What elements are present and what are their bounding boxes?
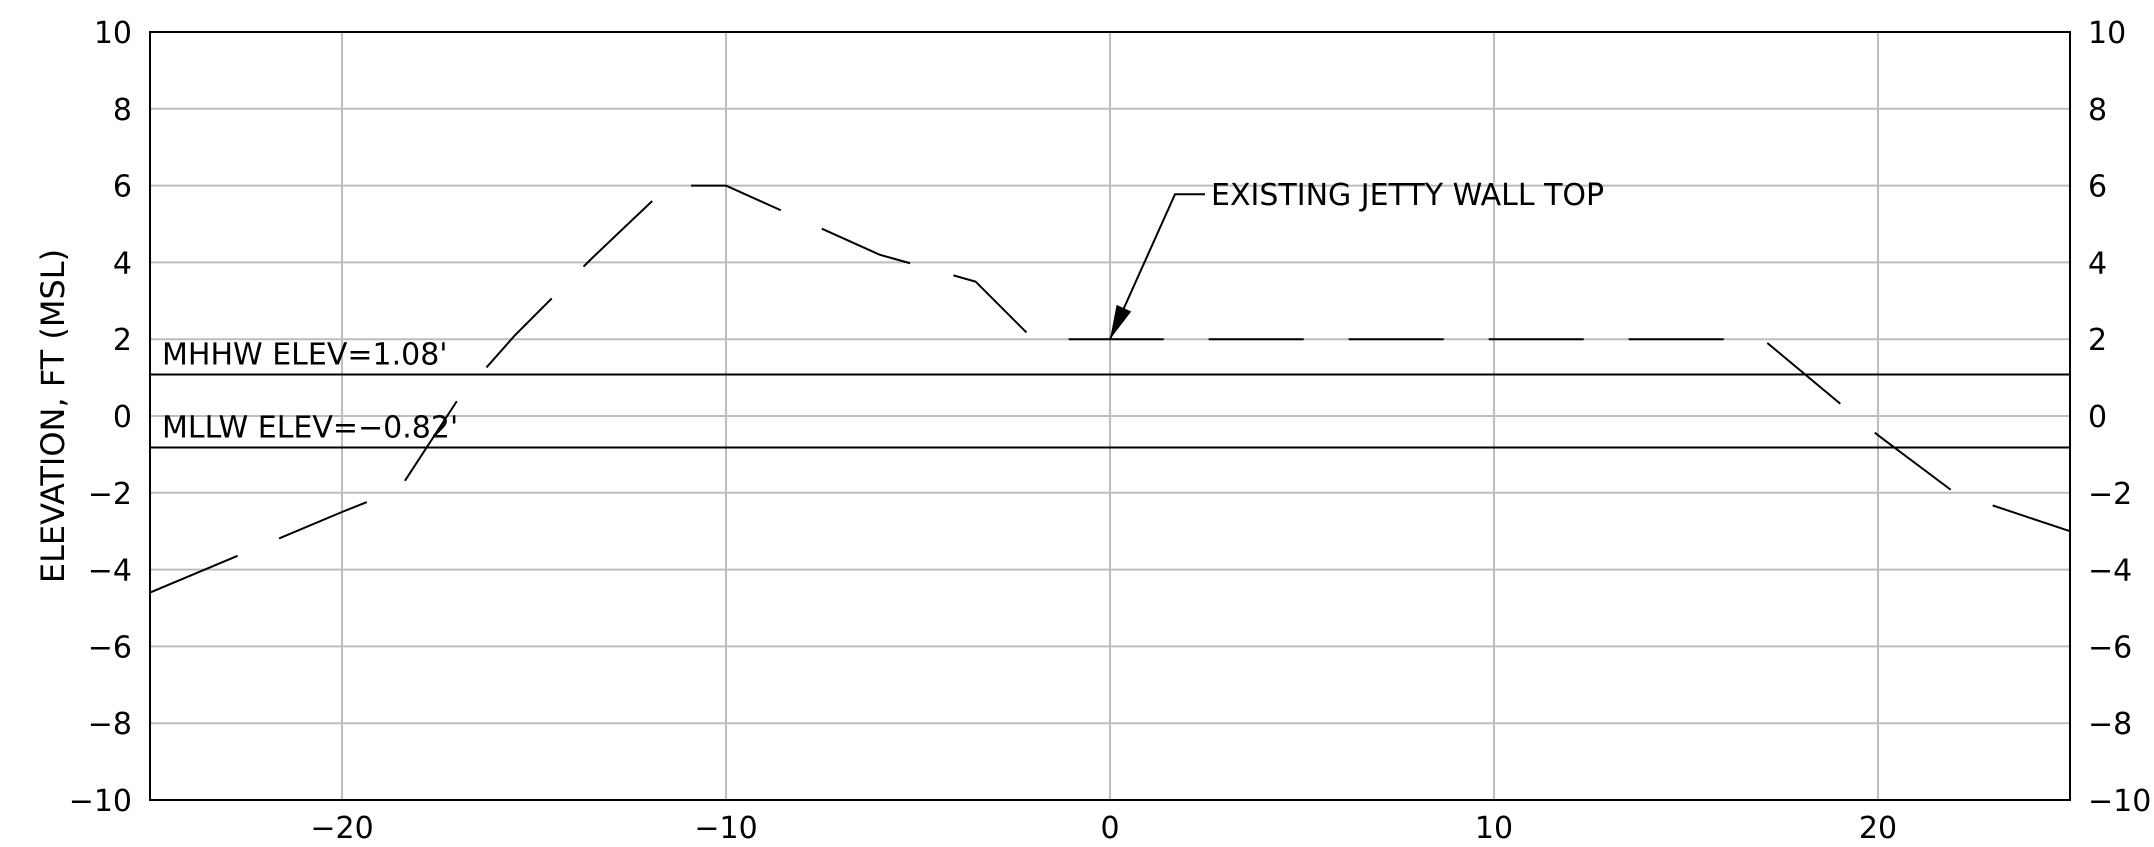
y-tick-label-right: 4 (2088, 246, 2107, 281)
y-tick-labels-right: −10 −8 −6 −4 −2 0 2 4 6 8 10 (2088, 16, 2151, 819)
annotation-label: EXISTING JETTY WALL TOP (1211, 178, 1604, 213)
y-tick-label: 2 (113, 323, 132, 358)
y-tick-label-right: −8 (2088, 707, 2132, 742)
y-tick-label-right: 8 (2088, 93, 2107, 128)
y-tick-label-right: 0 (2088, 400, 2107, 435)
reference-lines: MHHW ELEV=1.08' MLLW ELEV=−0.82' (150, 338, 2070, 449)
reference-line-label: MHHW ELEV=1.08' (162, 338, 448, 373)
y-tick-label-right: 6 (2088, 170, 2107, 205)
x-tick-label: 10 (1475, 811, 1513, 846)
y-axis-title: ELEVATION, FT (MSL) (34, 249, 72, 583)
y-gridlines (150, 107, 2070, 725)
y-tick-label-right: 10 (2088, 16, 2126, 51)
profile-series (149, 184, 2071, 594)
profile-line (149, 184, 2071, 594)
x-tick-label: 20 (1859, 811, 1897, 846)
y-tick-label: −6 (88, 630, 132, 665)
x-tick-labels: −20 −10 0 10 20 (310, 811, 1897, 846)
x-tick-label: −10 (694, 811, 757, 846)
plot-frame (149, 31, 2071, 801)
annotation-leader (1109, 193, 1205, 340)
y-tick-label-right: −2 (2088, 477, 2132, 512)
y-tick-label-right: −10 (2088, 784, 2151, 819)
y-tick-label: 4 (113, 246, 132, 281)
y-tick-label: 10 (94, 16, 132, 51)
annotation-arrowhead (1110, 304, 1132, 340)
y-tick-label: −4 (88, 554, 132, 589)
y-tick-label: −2 (88, 477, 132, 512)
y-tick-label-right: 2 (2088, 323, 2107, 358)
x-tick-label: −20 (310, 811, 373, 846)
y-tick-label: −10 (69, 784, 132, 819)
x-tick-label: 0 (1100, 811, 1119, 846)
y-tick-label: −8 (88, 707, 132, 742)
annotations: EXISTING JETTY WALL TOP (1109, 178, 1604, 340)
y-tick-label-right: −6 (2088, 630, 2132, 665)
reference-line-label: MLLW ELEV=−0.82' (162, 410, 458, 445)
y-tick-labels-left: −10 −8 −6 −4 −2 0 2 4 6 8 10 (69, 16, 132, 819)
y-tick-label: 0 (113, 400, 132, 435)
y-tick-label: 8 (113, 93, 132, 128)
y-tick-label-right: −4 (2088, 554, 2132, 589)
y-tick-label: 6 (113, 170, 132, 205)
